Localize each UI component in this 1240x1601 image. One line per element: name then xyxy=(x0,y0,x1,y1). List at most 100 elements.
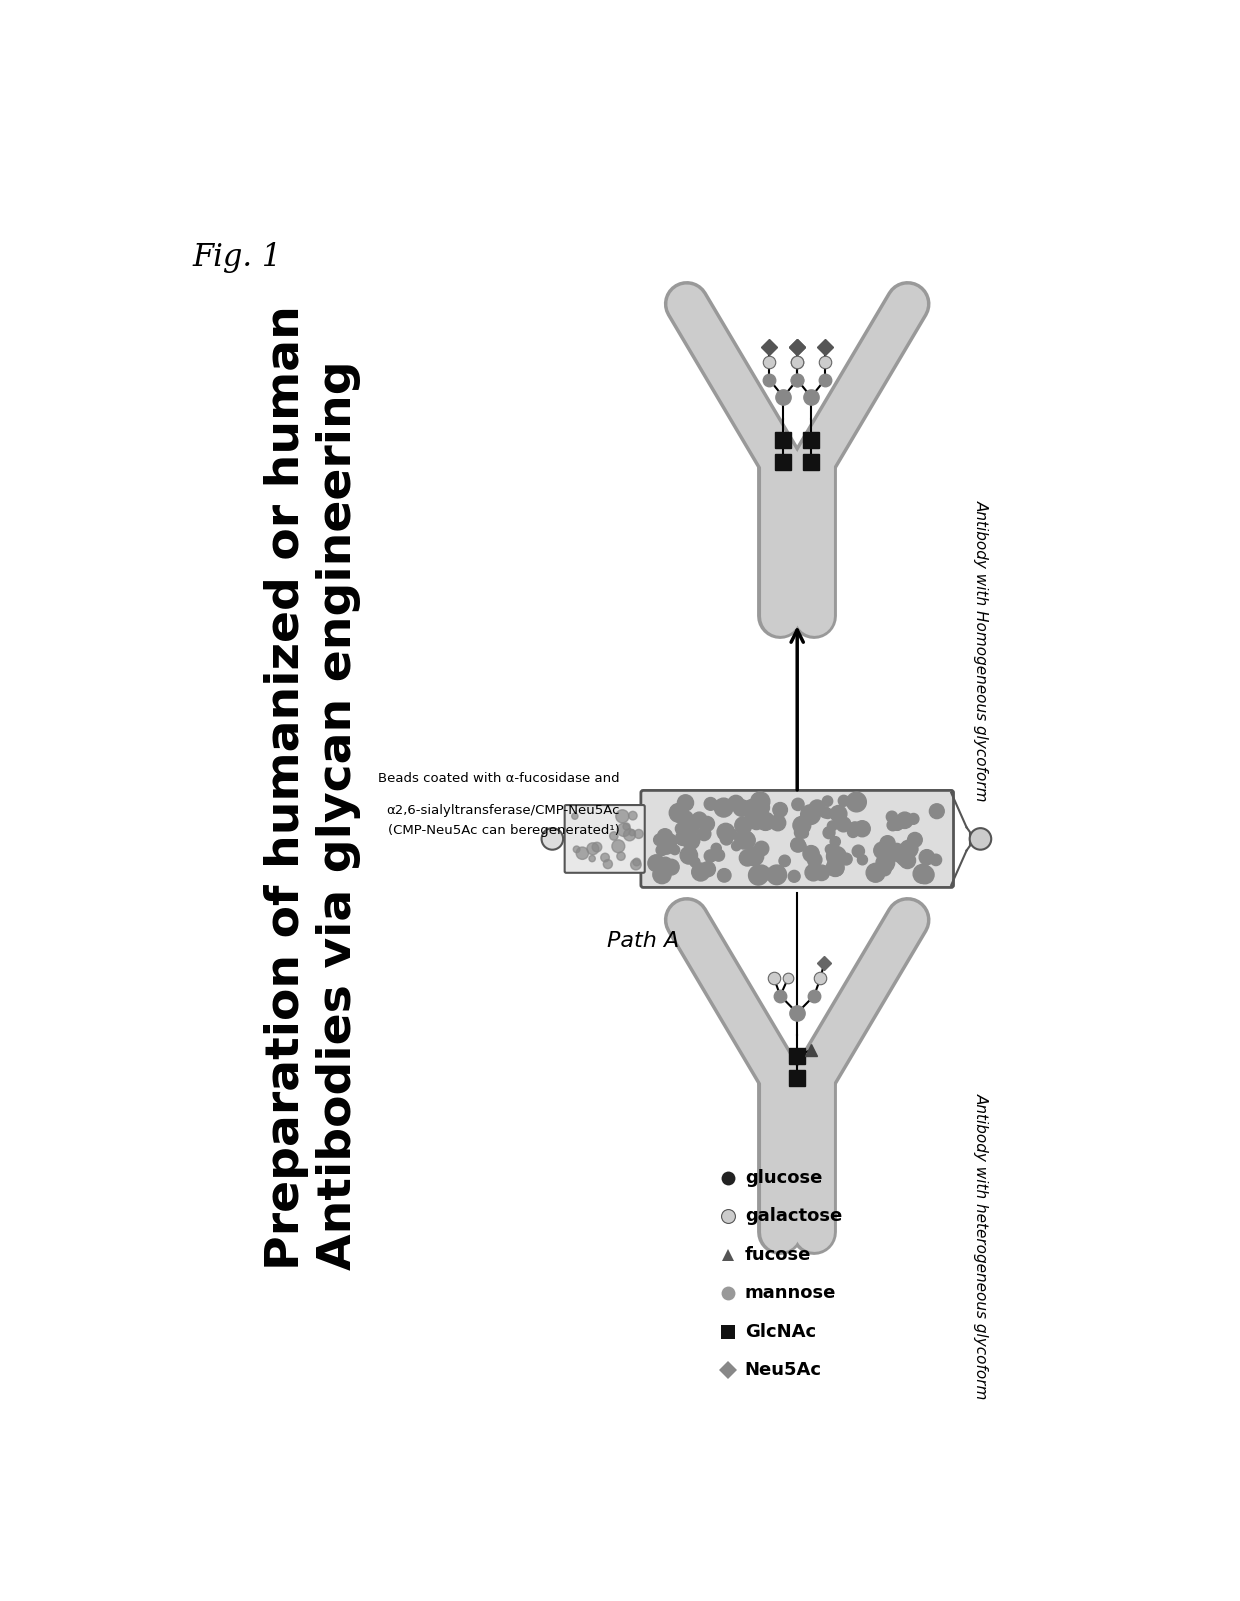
Circle shape xyxy=(587,842,599,855)
Circle shape xyxy=(657,829,672,844)
Circle shape xyxy=(658,857,672,871)
Text: glucose: glucose xyxy=(745,1169,822,1186)
FancyBboxPatch shape xyxy=(641,791,954,887)
Circle shape xyxy=(604,860,613,869)
Circle shape xyxy=(892,847,905,861)
Circle shape xyxy=(796,841,806,850)
Circle shape xyxy=(717,823,734,841)
Circle shape xyxy=(632,858,641,866)
Circle shape xyxy=(714,799,733,817)
Circle shape xyxy=(624,829,636,841)
Circle shape xyxy=(801,805,821,825)
Circle shape xyxy=(663,860,680,876)
Circle shape xyxy=(751,853,761,863)
Circle shape xyxy=(791,837,805,852)
Circle shape xyxy=(728,796,744,812)
Circle shape xyxy=(542,828,563,850)
Circle shape xyxy=(893,845,904,857)
Circle shape xyxy=(779,855,790,866)
Circle shape xyxy=(714,800,727,813)
Text: Antibody with Homogeneous glycoform: Antibody with Homogeneous glycoform xyxy=(975,500,990,802)
Circle shape xyxy=(878,863,892,876)
Circle shape xyxy=(810,800,825,817)
Circle shape xyxy=(897,812,913,828)
Circle shape xyxy=(754,841,769,857)
Circle shape xyxy=(656,845,667,855)
Circle shape xyxy=(848,821,861,834)
Text: α2,6-sialyltransferase/CMP-Neu5Ac: α2,6-sialyltransferase/CMP-Neu5Ac xyxy=(387,804,620,817)
Circle shape xyxy=(634,829,644,839)
Circle shape xyxy=(887,820,898,831)
Circle shape xyxy=(807,852,822,868)
Circle shape xyxy=(897,849,913,866)
Text: Path A: Path A xyxy=(608,932,680,951)
Text: Fig. 1: Fig. 1 xyxy=(192,242,281,274)
Circle shape xyxy=(680,812,693,825)
Circle shape xyxy=(704,850,717,863)
Circle shape xyxy=(792,799,804,810)
Circle shape xyxy=(789,871,800,882)
Circle shape xyxy=(712,844,722,853)
Circle shape xyxy=(743,799,761,818)
Circle shape xyxy=(905,842,918,855)
Circle shape xyxy=(831,805,847,823)
Circle shape xyxy=(919,850,935,865)
Circle shape xyxy=(704,797,717,810)
Circle shape xyxy=(631,860,641,869)
Circle shape xyxy=(692,863,709,881)
Circle shape xyxy=(732,841,742,850)
Circle shape xyxy=(874,842,890,858)
Circle shape xyxy=(749,815,764,829)
Circle shape xyxy=(629,812,637,820)
Circle shape xyxy=(823,826,835,839)
Circle shape xyxy=(745,847,764,866)
Circle shape xyxy=(930,804,944,818)
Text: Antibody with heterogeneous glycoform: Antibody with heterogeneous glycoform xyxy=(975,1093,990,1399)
Text: (CMP-Neu5Ac can beregenerated¹): (CMP-Neu5Ac can beregenerated¹) xyxy=(388,823,620,836)
Circle shape xyxy=(713,850,724,861)
Circle shape xyxy=(616,810,629,823)
Circle shape xyxy=(692,812,707,828)
Circle shape xyxy=(658,865,671,876)
Circle shape xyxy=(827,821,837,831)
Circle shape xyxy=(653,834,666,845)
Circle shape xyxy=(677,794,693,810)
Text: mannose: mannose xyxy=(745,1284,836,1302)
Circle shape xyxy=(826,858,844,876)
Circle shape xyxy=(647,855,665,871)
Text: Preparation of humanized or human
Antibodies via glycan engineering: Preparation of humanized or human Antibo… xyxy=(264,306,361,1270)
Text: fucose: fucose xyxy=(745,1246,811,1263)
Circle shape xyxy=(857,855,868,865)
Circle shape xyxy=(739,833,755,849)
Circle shape xyxy=(697,828,711,841)
Circle shape xyxy=(799,829,808,837)
Circle shape xyxy=(593,842,601,852)
Circle shape xyxy=(616,852,625,860)
Circle shape xyxy=(822,796,833,807)
Circle shape xyxy=(754,800,770,815)
Circle shape xyxy=(899,852,915,869)
Circle shape xyxy=(699,817,714,831)
Circle shape xyxy=(820,866,831,876)
Circle shape xyxy=(739,850,755,866)
Circle shape xyxy=(589,855,595,861)
Circle shape xyxy=(652,866,671,884)
Circle shape xyxy=(892,817,904,829)
Circle shape xyxy=(847,826,858,837)
Circle shape xyxy=(750,792,770,812)
Circle shape xyxy=(572,813,578,820)
Circle shape xyxy=(682,833,699,850)
Circle shape xyxy=(611,841,625,853)
Circle shape xyxy=(805,865,822,881)
Circle shape xyxy=(683,799,693,809)
FancyBboxPatch shape xyxy=(564,805,645,873)
Circle shape xyxy=(670,845,680,855)
Circle shape xyxy=(847,792,867,812)
Circle shape xyxy=(880,836,895,850)
Circle shape xyxy=(908,813,919,825)
Circle shape xyxy=(804,845,820,861)
Circle shape xyxy=(689,857,699,868)
Circle shape xyxy=(622,823,630,829)
Circle shape xyxy=(889,844,904,858)
Circle shape xyxy=(756,812,775,831)
